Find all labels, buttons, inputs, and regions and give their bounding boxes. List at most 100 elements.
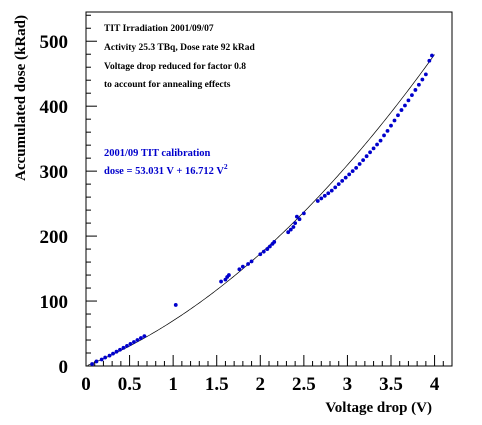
data-point	[427, 58, 432, 63]
data-point	[322, 193, 327, 198]
data-point	[288, 227, 293, 232]
data-point	[420, 77, 425, 82]
data-point	[389, 123, 393, 128]
y-axis-title: Accumulated dose (kRad)	[13, 15, 29, 181]
data-point	[301, 211, 306, 216]
y-tick-label: 500	[40, 32, 69, 53]
annotation-block: TIT Irradiation 2001/09/07 Activity 25.3…	[104, 24, 255, 90]
fit-curve	[87, 54, 435, 366]
data-point	[132, 340, 136, 344]
calibration-formula-exponent: 2	[224, 162, 228, 171]
data-point	[135, 338, 140, 342]
data-point	[410, 93, 414, 98]
data-point	[142, 334, 147, 339]
data-point	[354, 165, 359, 170]
data-point	[125, 343, 129, 348]
data-point	[128, 342, 133, 346]
data-point	[118, 347, 122, 352]
data-point	[99, 357, 104, 362]
data-points	[90, 53, 434, 366]
data-point	[413, 88, 418, 92]
data-point	[291, 225, 296, 229]
y-tick-label: 400	[40, 97, 69, 118]
data-point	[121, 345, 126, 350]
x-tick-label: 2	[256, 374, 266, 395]
calibration-label: 2001/09 TIT calibration dose = 53.031 V …	[104, 148, 228, 177]
data-point	[103, 355, 108, 360]
x-axis: 0 0.5 1 1.5 2 2.5 3 3.5 4	[81, 355, 453, 395]
x-axis-title: Voltage drop (V)	[325, 400, 432, 416]
data-point	[343, 175, 348, 180]
data-point	[114, 349, 119, 354]
x-tick-label: 1.5	[205, 374, 229, 395]
y-axis: 0 100 200 300 400 500	[40, 14, 97, 378]
x-tick-label: 4	[430, 374, 440, 395]
data-point	[396, 113, 400, 118]
data-point	[416, 82, 421, 87]
data-point	[375, 142, 379, 147]
data-point	[329, 188, 334, 193]
data-point	[382, 133, 386, 138]
data-point	[319, 196, 324, 201]
x-tick-label: 1	[168, 374, 178, 395]
data-point	[265, 247, 270, 251]
data-point	[111, 351, 115, 356]
data-point	[139, 336, 143, 340]
data-point	[297, 217, 302, 222]
data-point	[286, 230, 291, 235]
data-point	[315, 199, 320, 203]
x-tick-label: 3.5	[379, 374, 403, 395]
data-point	[261, 249, 266, 254]
data-point	[406, 98, 411, 103]
data-point	[293, 221, 298, 226]
data-point	[399, 108, 404, 112]
data-point	[94, 359, 99, 364]
data-point	[378, 138, 383, 143]
y-tick-label: 200	[40, 227, 69, 248]
data-point	[340, 178, 345, 183]
data-point	[333, 185, 338, 190]
annotation-line-2: Activity 25.3 TBq, Dose rate 92 kRad	[104, 43, 255, 53]
data-point	[350, 169, 355, 174]
data-point	[392, 118, 397, 123]
data-point	[430, 53, 434, 58]
data-point	[423, 72, 428, 77]
data-point	[347, 172, 352, 177]
y-tick-label: 100	[40, 292, 69, 313]
y-tick-label: 300	[40, 162, 69, 183]
data-point	[357, 162, 362, 166]
data-point	[403, 103, 407, 108]
data-point	[237, 267, 242, 272]
data-point	[364, 154, 369, 159]
data-point	[173, 303, 178, 307]
data-point	[336, 182, 341, 187]
x-tick-label: 3	[343, 374, 353, 395]
data-point	[249, 259, 254, 264]
x-tick-label: 0	[81, 374, 91, 395]
data-point	[272, 240, 277, 244]
data-point	[240, 264, 245, 269]
data-point	[107, 353, 112, 358]
x-tick-label: 0.5	[118, 374, 142, 395]
data-point	[219, 279, 223, 284]
x-tick-label: 2.5	[292, 374, 316, 395]
data-point	[385, 128, 390, 133]
y-tick-label: 0	[59, 357, 69, 378]
annotation-line-1: TIT Irradiation 2001/09/07	[104, 24, 214, 34]
data-point	[227, 273, 231, 277]
data-point	[371, 146, 376, 151]
calibration-formula-text: dose = 53.031 V + 16.712 V	[104, 166, 224, 177]
annotation-line-4: to account for annealing effects	[104, 80, 231, 90]
data-point	[246, 262, 250, 266]
data-point	[368, 150, 372, 155]
data-point	[90, 362, 94, 366]
data-point	[267, 244, 272, 249]
data-point	[361, 158, 366, 162]
data-point	[258, 252, 263, 257]
data-point	[294, 214, 299, 219]
annotation-line-3: Voltage drop reduced for factor 0.8	[104, 62, 246, 72]
data-point	[326, 191, 331, 196]
calibration-formula: dose = 53.031 V + 16.712 V2	[104, 162, 228, 177]
calibration-title: 2001/09 TIT calibration	[104, 148, 211, 159]
